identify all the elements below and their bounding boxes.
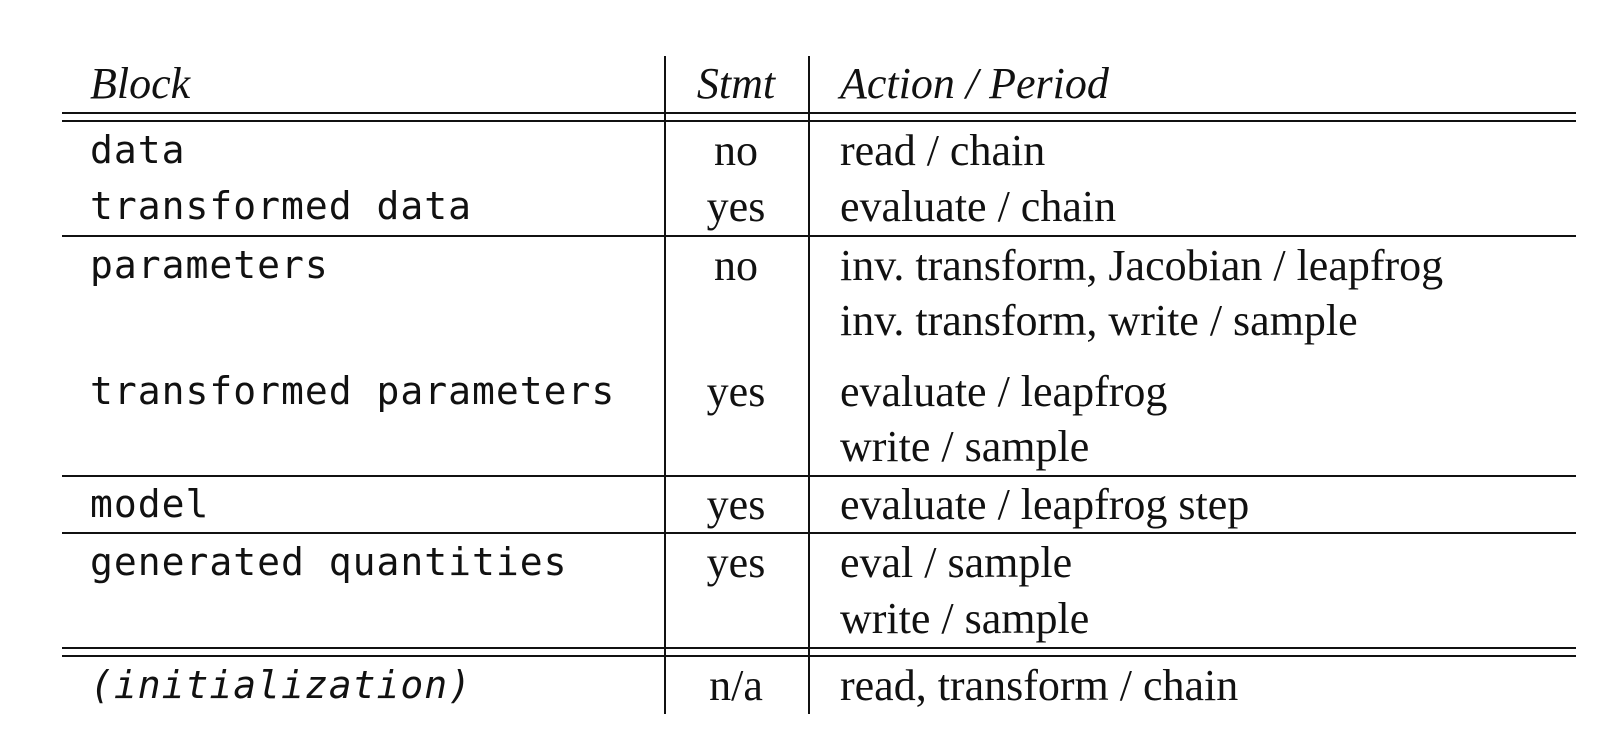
table-row-action: write / sample: [840, 422, 1090, 471]
footer-rule-top: [62, 647, 1576, 649]
row-divider: [62, 475, 1576, 477]
table-row-stmt: yes: [706, 182, 766, 231]
table-row-stmt: yes: [706, 480, 766, 529]
header-stmt: Stmt: [696, 59, 776, 108]
table-row-action: write / sample: [840, 594, 1090, 643]
table-row-block: model: [90, 482, 210, 526]
table-row-action: inv. transform, Jacobian / leapfrog: [840, 241, 1444, 290]
table-row-stmt: yes: [706, 538, 766, 587]
table-row-block: transformed data: [90, 184, 473, 228]
table-row-action: evaluate / leapfrog: [840, 367, 1168, 416]
header-block: Block: [90, 59, 191, 108]
column-divider-2: [808, 56, 810, 714]
row-divider: [62, 235, 1576, 237]
table-row-action: evaluate / leapfrog step: [840, 480, 1250, 529]
table-row-stmt: n/a: [709, 661, 763, 710]
table-row-block: data: [90, 128, 186, 172]
table-row-block: (initialization): [90, 663, 473, 707]
header-action-period: Action / Period: [840, 59, 1109, 108]
table-row-stmt: no: [714, 241, 758, 290]
table-row-block: generated quantities: [90, 540, 568, 584]
row-divider: [62, 532, 1576, 534]
column-divider-1: [664, 56, 666, 714]
table-row-action: read, transform / chain: [840, 661, 1239, 710]
table-row-action: evaluate / chain: [840, 182, 1117, 231]
table-row-action: eval / sample: [840, 538, 1073, 587]
footer-rule-bottom: [62, 655, 1576, 657]
table-row-block: transformed parameters: [90, 369, 616, 413]
table-row-action: read / chain: [840, 126, 1046, 175]
header-rule-bottom: [62, 120, 1576, 122]
table-row-stmt: no: [714, 126, 758, 175]
header-rule-top: [62, 112, 1576, 114]
table-row-block: parameters: [90, 243, 329, 287]
table-row-action: inv. transform, write / sample: [840, 296, 1358, 345]
table-row-stmt: yes: [706, 367, 766, 416]
